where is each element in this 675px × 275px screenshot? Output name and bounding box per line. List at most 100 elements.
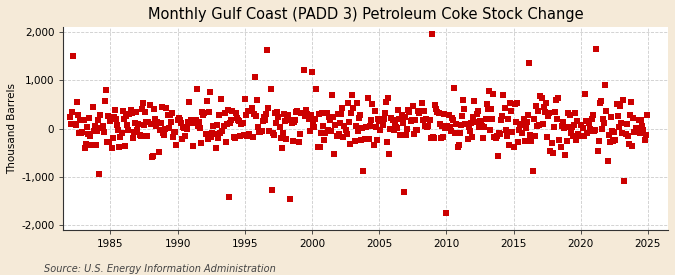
Point <box>360 125 371 129</box>
Point <box>564 113 575 118</box>
Point <box>238 133 249 138</box>
Point <box>92 118 103 122</box>
Point <box>636 118 647 122</box>
Point <box>232 116 242 120</box>
Point <box>68 54 79 58</box>
Point <box>67 109 78 114</box>
Point <box>309 125 320 129</box>
Point <box>460 122 470 126</box>
Point <box>167 110 178 115</box>
Point <box>585 126 595 131</box>
Point <box>207 131 218 136</box>
Point <box>502 117 513 121</box>
Point <box>453 142 464 147</box>
Point <box>381 140 392 145</box>
Point <box>85 134 96 138</box>
Point <box>269 111 280 116</box>
Point <box>165 120 176 125</box>
Point <box>601 108 612 113</box>
Point <box>296 111 306 116</box>
Point <box>116 131 127 136</box>
Point <box>217 129 227 133</box>
Point <box>113 128 124 132</box>
Point <box>107 136 118 141</box>
Point <box>211 122 222 127</box>
Point <box>182 120 193 124</box>
Point <box>497 114 508 118</box>
Point <box>389 121 400 125</box>
Point <box>414 110 425 115</box>
Point <box>362 96 373 101</box>
Point <box>244 131 254 136</box>
Point <box>105 119 116 123</box>
Point <box>476 123 487 128</box>
Point <box>449 86 460 90</box>
Point <box>418 109 429 113</box>
Point <box>473 125 484 130</box>
Point <box>250 74 261 79</box>
Point <box>599 121 610 126</box>
Point <box>215 131 225 135</box>
Point <box>311 87 322 91</box>
Point <box>437 134 448 139</box>
Point <box>342 132 352 137</box>
Point <box>391 124 402 129</box>
Point <box>558 126 569 130</box>
Point <box>89 124 100 128</box>
Point <box>339 124 350 128</box>
Point <box>328 115 339 119</box>
Point <box>354 116 364 120</box>
Point <box>186 118 196 122</box>
Point <box>189 118 200 122</box>
Point <box>342 101 353 105</box>
Point <box>274 124 285 129</box>
Point <box>178 125 188 130</box>
Point <box>549 110 560 114</box>
Point <box>209 132 220 137</box>
Point <box>431 107 441 111</box>
Point <box>357 126 368 131</box>
Point <box>331 134 342 138</box>
Point <box>585 128 596 133</box>
Point <box>600 83 611 88</box>
Point <box>575 123 586 127</box>
Point <box>637 124 648 128</box>
Point <box>493 153 504 158</box>
Point <box>163 125 174 130</box>
Point <box>448 118 458 123</box>
Point <box>435 136 446 140</box>
Point <box>605 115 616 119</box>
Point <box>103 114 113 118</box>
Point <box>112 123 123 128</box>
Point <box>233 118 244 123</box>
Point <box>128 130 139 134</box>
Point <box>142 134 153 139</box>
Point <box>259 115 269 119</box>
Point <box>92 129 103 133</box>
Title: Monthly Gulf Coast (PADD 3) Petroleum Coke Stock Change: Monthly Gulf Coast (PADD 3) Petroleum Co… <box>148 7 583 22</box>
Point <box>616 120 626 125</box>
Point <box>335 111 346 116</box>
Point <box>486 106 497 111</box>
Point <box>294 132 305 137</box>
Point <box>531 104 541 108</box>
Point <box>578 126 589 130</box>
Point <box>537 122 548 126</box>
Point <box>471 112 482 117</box>
Point <box>75 118 86 122</box>
Point <box>236 122 247 127</box>
Point <box>573 132 584 136</box>
Point <box>226 118 237 122</box>
Point <box>327 93 338 97</box>
Point <box>542 134 553 139</box>
Point <box>639 138 650 142</box>
Point <box>254 130 265 134</box>
Point <box>512 101 522 105</box>
Point <box>299 68 310 72</box>
Point <box>266 188 277 192</box>
Point <box>345 142 356 146</box>
Point <box>572 119 583 123</box>
Point <box>621 122 632 127</box>
Point <box>194 119 205 124</box>
Point <box>489 134 500 139</box>
